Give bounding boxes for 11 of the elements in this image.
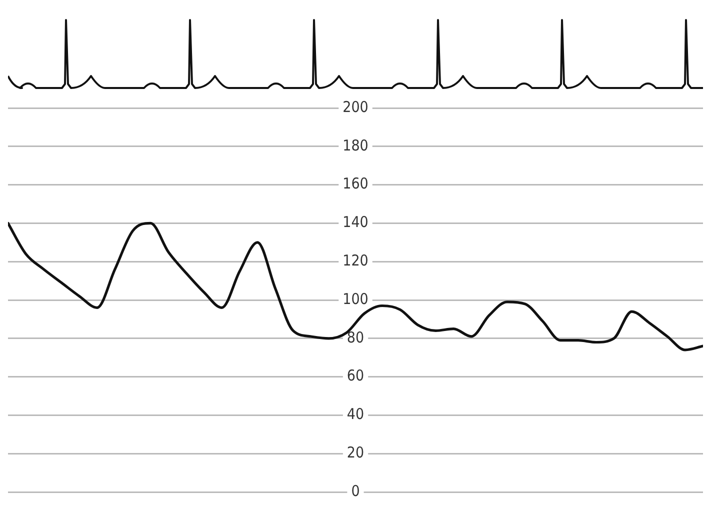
y-tick-label: 100 xyxy=(342,290,368,308)
y-tick-label: 140 xyxy=(342,213,368,232)
y-tick-label: 180 xyxy=(342,136,368,154)
y-tick-label: 40 xyxy=(346,405,364,424)
y-tick-label: 200 xyxy=(342,98,368,116)
y-tick-label: 160 xyxy=(342,174,368,193)
y-tick-label: 0 xyxy=(351,482,360,500)
y-tick-label: 60 xyxy=(346,366,364,385)
y-tick-label: 20 xyxy=(346,443,364,462)
y-tick-label: 120 xyxy=(342,251,368,270)
y-tick-label: 80 xyxy=(346,328,364,346)
